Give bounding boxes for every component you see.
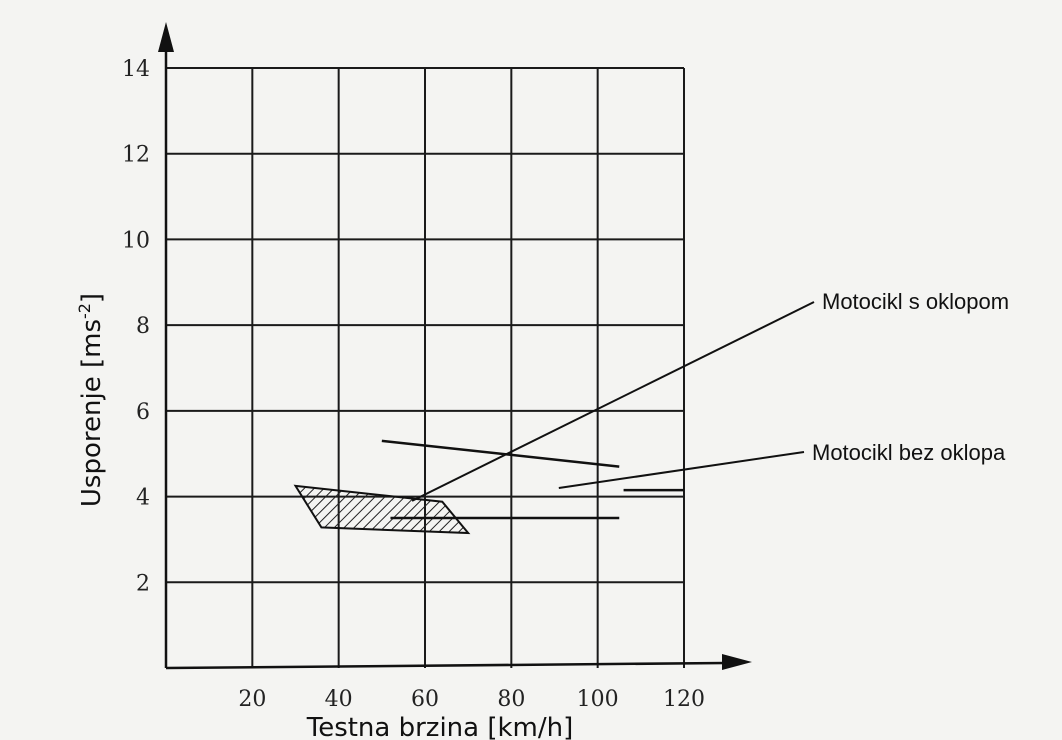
y-tick-label: 8 — [136, 314, 150, 339]
labels: Testna brzina [km/h] Usporenje [ms-2] — [75, 293, 573, 740]
y-axis-title: Usporenje [ms-2] — [75, 293, 107, 507]
x-tick-label: 120 — [663, 687, 705, 712]
y-axis-title-sup: -2 — [75, 303, 94, 319]
y-axis-title-end: ] — [77, 293, 107, 303]
y-tick-label: 10 — [122, 228, 150, 253]
x-tick-label: 60 — [411, 687, 439, 712]
x-tick-label: 20 — [238, 687, 266, 712]
x-axis-line — [165, 661, 727, 670]
y-tick-label: 12 — [122, 143, 150, 168]
y-tick-label: 14 — [122, 57, 150, 82]
series-segment-bez-oklopa — [381, 439, 620, 468]
annotation-leader-line — [558, 451, 805, 489]
y-tick-label: 2 — [136, 571, 150, 596]
annotation-leader-line — [411, 301, 815, 502]
data-layer — [293, 439, 684, 535]
annotation-label: Motocikl bez oklopa — [812, 440, 1006, 465]
axes: 20 40 60 80 100 120 2 4 6 8 10 12 14 — [122, 22, 752, 712]
y-axis-title-main: Usporenje [ms — [77, 319, 107, 507]
annotations: Motocikl s oklopom Motocikl bez oklopa — [411, 289, 1009, 502]
x-axis-arrow-icon — [722, 654, 752, 670]
grid — [166, 67, 685, 668]
x-tick-label: 80 — [497, 687, 525, 712]
y-tick-label: 4 — [136, 486, 150, 511]
series-band-s-oklopom — [293, 484, 471, 535]
x-tick-label: 40 — [325, 687, 353, 712]
y-axis-arrow-icon — [158, 22, 174, 52]
x-tick-label: 100 — [577, 687, 619, 712]
x-axis-title: Testna brzina [km/h] — [306, 713, 574, 740]
y-tick-label: 6 — [136, 400, 150, 425]
annotation-label: Motocikl s oklopom — [822, 289, 1009, 314]
